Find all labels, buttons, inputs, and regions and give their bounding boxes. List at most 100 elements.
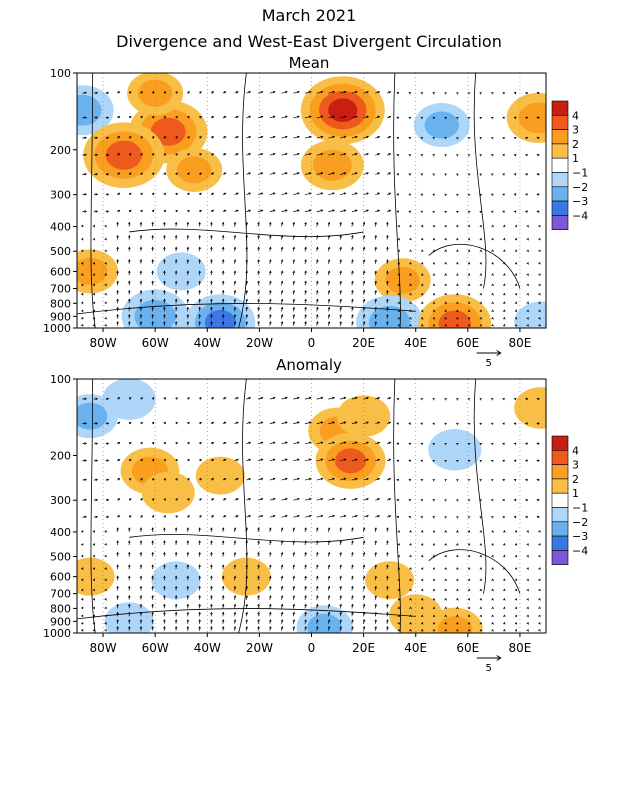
y-tick-label: 100 xyxy=(50,67,71,80)
vector-arrowhead xyxy=(433,399,435,401)
vector-arrowhead xyxy=(538,623,540,625)
vector-arrowhead xyxy=(515,225,517,227)
divergence-blob xyxy=(385,267,419,294)
vector-arrowhead xyxy=(492,93,494,95)
vector-arrowhead xyxy=(457,194,459,196)
y-tick-label: 200 xyxy=(50,449,71,462)
x-tick-label: 20E xyxy=(352,336,375,350)
vector-arrowhead xyxy=(492,500,494,502)
vector-arrowhead xyxy=(538,531,540,533)
vector-arrowhead xyxy=(105,544,107,546)
vector-arrowhead xyxy=(105,555,107,557)
vector-arrowhead xyxy=(527,579,529,581)
colorbar-swatch xyxy=(552,201,568,215)
vector-arrowhead xyxy=(421,211,423,213)
vector-arrowhead xyxy=(457,500,459,502)
vector-arrowhead xyxy=(538,568,540,570)
vector-arrowhead xyxy=(421,398,423,400)
vector-arrowhead xyxy=(457,423,459,425)
vector-arrowhead xyxy=(480,174,482,176)
vector-arrowhead xyxy=(457,155,459,157)
vector-arrowhead xyxy=(457,211,459,213)
vector-arrowhead xyxy=(457,480,459,482)
vector-arrowhead xyxy=(503,499,505,501)
colorbar-label: −2 xyxy=(572,181,588,194)
vector-arrowhead xyxy=(433,211,435,213)
colorbar-swatch xyxy=(552,550,568,564)
y-tick-label: 800 xyxy=(50,297,71,310)
colorbar-label: 1 xyxy=(572,487,579,500)
vector-arrowhead xyxy=(515,579,517,581)
vector-arrowhead xyxy=(421,499,423,501)
vector-arrowhead xyxy=(433,517,435,519)
colorbar-swatch xyxy=(552,436,568,450)
vector-arrowhead xyxy=(445,194,447,196)
vector-arrowhead xyxy=(468,174,470,176)
colorbar-label: 2 xyxy=(572,473,579,486)
vector-arrowhead xyxy=(457,174,459,176)
y-tick-label: 600 xyxy=(50,571,71,584)
vector-arrowhead xyxy=(105,318,107,320)
vector-arrowhead xyxy=(503,443,505,445)
vector-arrowhead xyxy=(105,302,107,304)
vector-arrowhead xyxy=(468,399,470,401)
divergence-blob xyxy=(177,156,211,183)
contour-line xyxy=(474,379,486,594)
vector-arrowhead xyxy=(527,607,529,609)
colorbar-label: −3 xyxy=(572,530,588,543)
x-tick-label: 60E xyxy=(456,336,479,350)
divergence-blob xyxy=(205,310,236,335)
y-tick-label: 400 xyxy=(50,221,71,234)
vector-arrowhead xyxy=(515,589,517,591)
colorbar-label: −1 xyxy=(572,502,588,515)
vector-arrowhead xyxy=(515,607,517,609)
vector-arrowhead xyxy=(398,531,400,533)
vector-arrowhead xyxy=(527,293,529,295)
vector-arrowhead xyxy=(492,398,494,400)
divergence-blob xyxy=(73,403,107,430)
vector-arrowhead xyxy=(433,423,435,425)
vector-arrowhead xyxy=(515,302,517,304)
vector-arrowhead xyxy=(492,460,494,462)
vector-arrowhead xyxy=(515,568,517,570)
vector-arrowhead xyxy=(468,211,470,213)
contour-line xyxy=(429,550,520,594)
y-tick-label: 1000 xyxy=(43,627,71,640)
vector-arrowhead xyxy=(433,194,435,196)
vector-arrowhead xyxy=(409,531,411,533)
vector-arrowhead xyxy=(527,615,529,617)
divergence-blob xyxy=(106,141,142,170)
vector-arrowhead xyxy=(503,460,505,462)
vector-arrowhead xyxy=(421,460,423,462)
vector-arrowhead xyxy=(398,544,400,546)
divergence-blob xyxy=(428,429,481,471)
vector-arrowhead xyxy=(492,117,494,119)
vector-arrowhead xyxy=(421,479,423,481)
vector-arrowhead xyxy=(515,555,517,557)
vector-arrowhead xyxy=(527,302,529,304)
vector-arrowhead xyxy=(409,137,411,139)
vector-arrowhead xyxy=(492,194,494,196)
vector-arrowhead xyxy=(527,555,529,557)
divergence-blob xyxy=(307,614,341,641)
vector-arrowhead xyxy=(480,460,482,462)
x-tick-label: 80E xyxy=(509,641,532,655)
vector-arrowhead xyxy=(538,589,540,591)
vector-arrowhead xyxy=(527,263,529,265)
vector-arrowhead xyxy=(409,238,411,240)
divergence-blob xyxy=(425,112,459,139)
vector-arrowhead xyxy=(480,399,482,401)
colorbar-swatch xyxy=(552,173,568,187)
vector-arrowhead xyxy=(468,194,470,196)
vector-arrowhead xyxy=(503,154,505,156)
vector-arrowhead xyxy=(409,479,411,481)
vector-arrowhead xyxy=(503,194,505,196)
divergence-blob xyxy=(63,95,102,126)
vector-arrowhead xyxy=(468,480,470,482)
vector-arrowhead xyxy=(468,138,470,140)
panel-anomaly: Anomaly100200300400500600700800900100080… xyxy=(43,356,588,674)
vector-arrowhead xyxy=(409,92,411,94)
divergence-blob xyxy=(438,616,472,643)
